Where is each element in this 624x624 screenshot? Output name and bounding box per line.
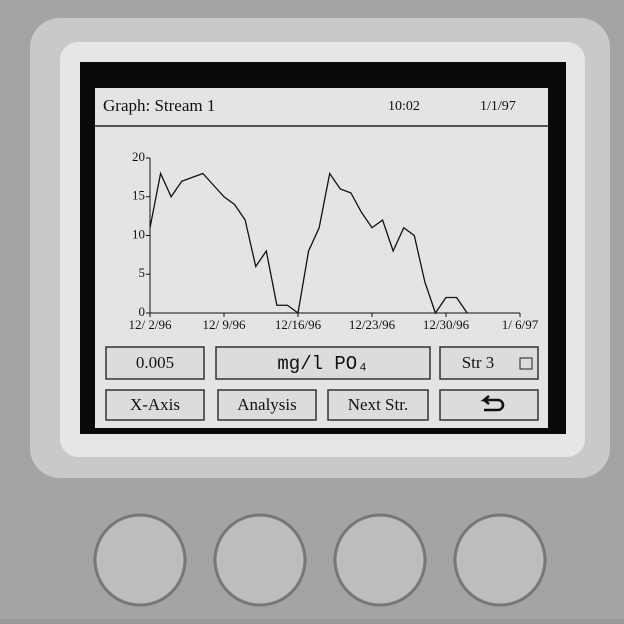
x-tick-label: 1/ 6/97: [502, 317, 539, 332]
x-tick-label: 12/23/96: [349, 317, 396, 332]
back-button[interactable]: [440, 390, 538, 420]
hard-button[interactable]: [335, 515, 425, 605]
next-text: Next Str.: [348, 395, 408, 414]
hard-button[interactable]: [455, 515, 545, 605]
y-tick-label: 20: [132, 149, 145, 164]
y-tick-label: 10: [132, 226, 145, 241]
header-title: Graph: Stream 1: [103, 96, 215, 115]
y-tick-label: 5: [139, 265, 146, 280]
value-text: 0.005: [136, 353, 174, 372]
x-axis-text: X-Axis: [130, 395, 180, 414]
analysis-text: Analysis: [237, 395, 297, 414]
header-time: 10:02: [388, 99, 420, 114]
y-tick-label: 15: [132, 188, 145, 203]
x-tick-label: 12/ 9/96: [203, 317, 246, 332]
stream-text: Str 3: [462, 353, 495, 372]
x-tick-label: 12/30/96: [423, 317, 470, 332]
device: Graph: Stream 1 10:02 1/1/97 0510152012/…: [0, 0, 624, 619]
hard-button[interactable]: [215, 515, 305, 605]
x-tick-label: 12/16/96: [275, 317, 322, 332]
x-tick-label: 12/ 2/96: [129, 317, 172, 332]
unit-text: mg/l PO₄: [277, 353, 368, 375]
hard-button[interactable]: [95, 515, 185, 605]
header-date: 1/1/97: [480, 99, 516, 114]
